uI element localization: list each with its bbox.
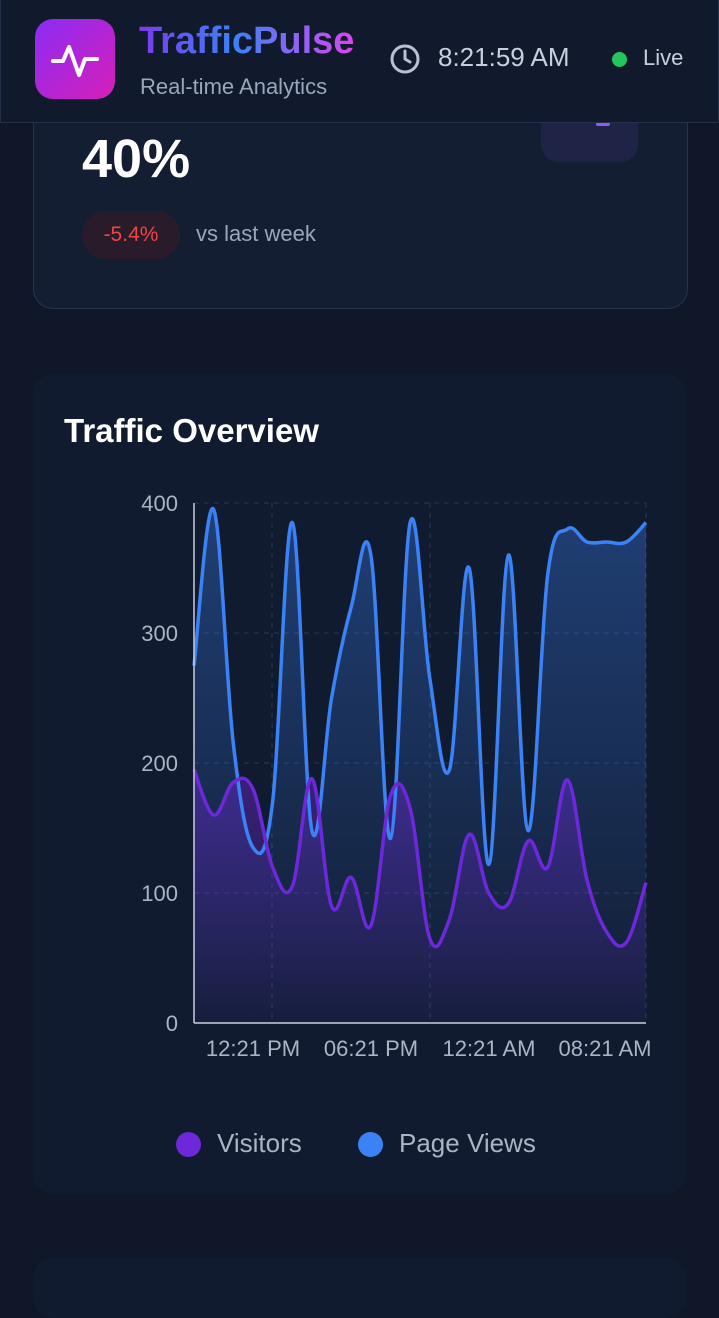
- y-tick-label: 100: [141, 881, 178, 906]
- legend-page-views-dot: [358, 1132, 383, 1157]
- clock-icon: [390, 44, 420, 74]
- y-tick-label: 0: [166, 1011, 178, 1036]
- app-name: TrafficPulse: [139, 20, 355, 62]
- x-tick-label: 06:21 PM: [324, 1036, 418, 1061]
- visitors-line: [192, 768, 648, 949]
- live-status-label: Live: [643, 45, 684, 70]
- visitors-area: [194, 769, 646, 1023]
- current-time: 8:21:59 AM: [438, 42, 570, 72]
- app-header: TrafficPulse Real-time Analytics 8:21:59…: [0, 0, 719, 123]
- next-card: [33, 1258, 686, 1318]
- legend-visitors-label: Visitors: [217, 1128, 302, 1158]
- y-tick-label: 400: [141, 491, 178, 516]
- comparison-label: vs last week: [196, 221, 316, 246]
- y-tick-label: 200: [141, 751, 178, 776]
- page-views-line: [192, 507, 648, 867]
- live-status-dot: [612, 52, 627, 67]
- y-tick-label: 300: [141, 621, 178, 646]
- x-tick-label: 12:21 AM: [443, 1036, 536, 1061]
- stat-value: 40%: [82, 129, 191, 189]
- app-logo[interactable]: [35, 19, 115, 99]
- legend-page-views-label: Page Views: [399, 1128, 536, 1158]
- x-tick-label: 08:21 AM: [559, 1036, 652, 1061]
- x-tick-label: 12:21 PM: [206, 1036, 300, 1061]
- chart-title: Traffic Overview: [64, 412, 319, 449]
- app-subtitle: Real-time Analytics: [140, 74, 328, 99]
- change-badge: -5.4%: [82, 211, 180, 259]
- activity-pulse-icon: [51, 45, 99, 77]
- traffic-chart: 0 100 200 300 400 12:21 PM 06:21 PM 12:21 AM 08:…: [141, 491, 652, 1061]
- legend-visitors-dot: [176, 1132, 201, 1157]
